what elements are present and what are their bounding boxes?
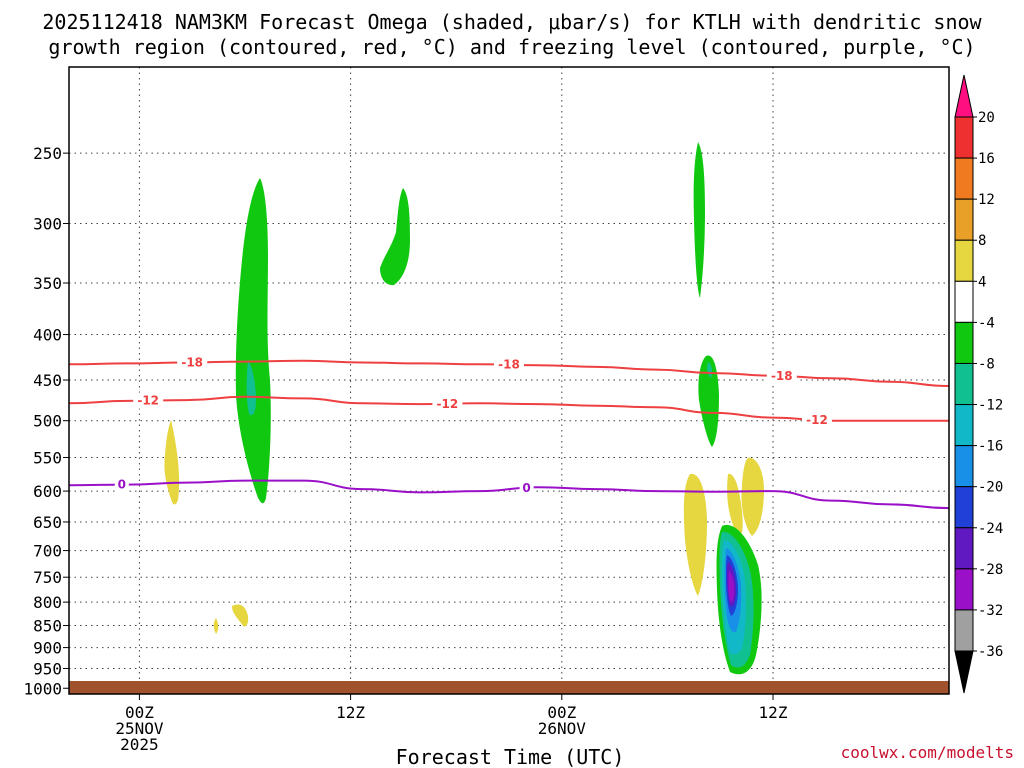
- contour-label: -18: [771, 369, 793, 383]
- x-tick-label: 00Z: [125, 703, 154, 722]
- omega-shade-yellow: [727, 473, 743, 535]
- omega-shade-teal: [246, 360, 256, 416]
- colorbar-label: -32: [978, 603, 1003, 619]
- omega-shade-green: [693, 142, 705, 298]
- contour-label-background: [177, 354, 208, 371]
- omega-shading: [164, 142, 764, 675]
- colorbar-label: -8: [978, 356, 995, 372]
- colorbar-label: 12: [978, 192, 995, 208]
- chart-title-line-1: 2025112418 NAM3KM Forecast Omega (shaded…: [42, 10, 982, 34]
- y-tick-label: 600: [33, 482, 62, 501]
- contour-label-background: [133, 392, 164, 409]
- y-tick-label: 850: [33, 617, 62, 636]
- colorbar-segment: [954, 404, 974, 447]
- chart-title-line-2: growth region (contoured, red, °C) and f…: [48, 35, 975, 59]
- omega-shade-yellow: [213, 618, 219, 634]
- colorbar-label: -4: [978, 315, 995, 331]
- y-tick-label: 550: [33, 448, 62, 467]
- y-tick-label: 900: [33, 639, 62, 658]
- contour-label: 0: [522, 481, 530, 495]
- x-tick-label: 26NOV: [538, 719, 587, 738]
- contour-line: [68, 479, 950, 510]
- colorbar-label: -12: [978, 398, 1003, 414]
- contour-label-background: [494, 356, 524, 373]
- gridlines: [69, 67, 949, 694]
- x-tick-label: 25NOV: [115, 719, 164, 738]
- omega-shade-yellow: [683, 473, 707, 596]
- colorbar-label: -20: [978, 480, 1003, 496]
- omega-shade-yellow: [741, 457, 764, 536]
- omega-shade-yellow: [164, 420, 180, 505]
- y-tick-label: 650: [33, 513, 62, 532]
- colorbar-top-arrow: [954, 74, 974, 118]
- y-tick-label: 400: [33, 326, 62, 345]
- x-tick-label: 00Z: [547, 703, 576, 722]
- y-tick-label: 350: [33, 274, 62, 293]
- y-tick-label: 500: [33, 412, 62, 431]
- colorbar-segment: [954, 157, 974, 200]
- x-axis-label: Forecast Time (UTC): [396, 745, 625, 768]
- colorbar-label: -28: [978, 562, 1003, 578]
- contour-label: -12: [137, 394, 159, 408]
- contour-label: -18: [498, 358, 520, 372]
- omega-shade-purple: [728, 570, 735, 603]
- colorbar: 20 16 12 8 4 -4 -8 -12 -16 -20 -24 -28 -32 -36: [954, 74, 1003, 694]
- contour-label: 0: [118, 478, 126, 492]
- colorbar-label: 8: [978, 233, 986, 249]
- contour-label: -12: [806, 413, 828, 427]
- colorbar-segment: [954, 321, 974, 364]
- colorbar-label: -36: [978, 644, 1003, 660]
- y-tick-label: 950: [33, 659, 62, 678]
- contour-label-background: [766, 368, 797, 385]
- colorbar-label: 4: [978, 274, 986, 290]
- contour-label-background: [114, 476, 129, 493]
- colorbar-bottom-arrow: [954, 650, 974, 694]
- y-tick-label: 300: [33, 215, 62, 234]
- colorbar-segment: [954, 362, 974, 406]
- x-tick-label: 12Z: [759, 703, 788, 722]
- contour-label-background: [432, 395, 463, 412]
- x-tick-label: 12Z: [336, 703, 365, 722]
- contour-label: -12: [437, 397, 459, 411]
- y-tick-label: 1000: [23, 679, 62, 698]
- colorbar-segment: [954, 568, 974, 611]
- y-tick-label: 800: [33, 593, 62, 612]
- y-tick-label: 450: [33, 371, 62, 390]
- surface-ground-strip: [69, 681, 949, 694]
- contour-line: [68, 395, 949, 422]
- colorbar-segment: [954, 486, 974, 529]
- credit-text: coolwx.com/modelts: [841, 743, 1014, 762]
- colorbar-label: -16: [978, 439, 1003, 455]
- colorbar-segment: [954, 239, 974, 282]
- omega-shade-yellow: [232, 604, 249, 627]
- omega-shade-green: [698, 355, 719, 447]
- colorbar-label: 16: [978, 151, 995, 167]
- contour-label: -18: [181, 355, 203, 369]
- colorbar-segment: [954, 527, 974, 570]
- y-tick-label: 700: [33, 542, 62, 561]
- colorbar-label: -24: [978, 521, 1003, 537]
- y-axis: 250 300 350 400 450 500 550 600 650 700 750 800 850 9…: [23, 144, 69, 698]
- colorbar-segment: [954, 445, 974, 488]
- colorbar-label: 20: [978, 110, 995, 126]
- contour-label-background: [802, 411, 832, 428]
- colorbar-segment: [954, 116, 974, 159]
- colorbar-segment: [954, 609, 974, 652]
- colorbar-segment: [954, 280, 974, 323]
- omega-shade-green: [235, 178, 271, 504]
- contour-label-background: [519, 479, 534, 496]
- colorbar-segment: [954, 198, 974, 241]
- y-tick-label: 750: [33, 568, 62, 587]
- x-tick-label: 2025: [120, 735, 159, 754]
- omega-shade-green: [380, 188, 410, 286]
- contour-lines: -18 -18 -18 -12 -12 -12 0 0: [68, 354, 950, 510]
- y-tick-label: 250: [33, 144, 62, 163]
